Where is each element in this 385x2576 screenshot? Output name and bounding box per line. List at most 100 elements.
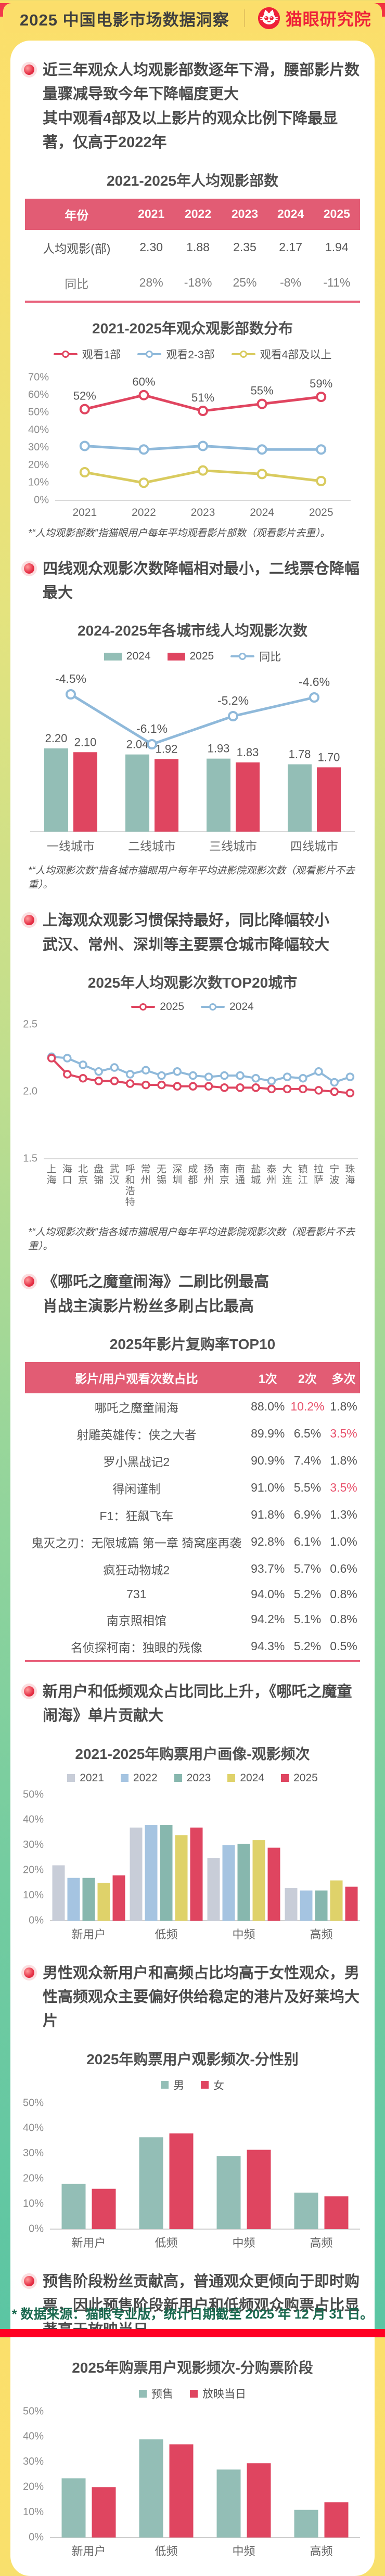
chart-legend: 2025 2024: [10, 1001, 375, 1013]
bullet-text: 《哪吒之魔童闹海》二刷比例最高 肖战主演影片粉丝多刷占比最高: [43, 1270, 269, 1318]
svg-text:1.92: 1.92: [156, 743, 178, 756]
svg-text:新用户: 新用户: [71, 2545, 106, 2558]
bullet-dot-icon: [24, 1276, 34, 1287]
legend-label: 预售: [151, 2388, 173, 2401]
chart-footnote: *“人均观影部数”指猫眼用户每年平均观看影片部数（观看影片去重）。: [28, 527, 330, 539]
svg-text:宁波: 宁波: [329, 1163, 339, 1186]
insight-bullet-2: 四线观众观影次数降幅相对最小，二线票仓降幅最大: [10, 557, 375, 605]
table-title: 2025年影片复购率TOP10: [109, 1336, 276, 1352]
legend-label: 2024: [126, 650, 151, 663]
svg-text:2022: 2022: [132, 507, 156, 519]
table-header-row: 影片/用户观看次数占比 1次 2次 多次: [25, 1362, 360, 1393]
legend-item: 男: [161, 2077, 184, 2093]
bullet-line: 上海观众观影习惯保持最好，同比降幅较小: [43, 912, 330, 929]
top20-cities-line-chart: 1.5 2.0 2.5 上海海口北京盘锦武汉呼和浩特常州无锡深圳成都扬州南京南通盐城泰…: [23, 1018, 358, 1208]
legend-item: 观看4部及以上: [231, 346, 331, 362]
svg-text:2024: 2024: [250, 507, 274, 519]
svg-text:南京: 南京: [220, 1163, 229, 1186]
svg-text:60%: 60%: [28, 389, 49, 400]
svg-text:50%: 50%: [23, 1789, 44, 1800]
svg-text:-4.5%: -4.5%: [55, 672, 86, 685]
table-row: 得闲谨制 91.0% 5.5% 3.5%: [112, 1481, 357, 1496]
svg-text:50%: 50%: [23, 2405, 44, 2417]
table-row: 哪吒之魔童闹海 88.0% 10.2% 1.8%: [94, 1400, 357, 1415]
bottom-accent-strip: [0, 2329, 385, 2337]
bullet-line: 其中观看4部及以上影片的观众比例下降最显著，仅高于2022年: [43, 110, 338, 151]
svg-text:52%: 52%: [73, 389, 96, 402]
svg-text:二线城市: 二线城市: [128, 839, 176, 853]
svg-text:55%: 55%: [251, 384, 274, 397]
legend-item: 观看2-3部: [137, 346, 215, 362]
svg-text:高频: 高频: [310, 2545, 332, 2558]
svg-text:北京: 北京: [78, 1163, 88, 1186]
svg-text:0%: 0%: [29, 2223, 44, 2234]
svg-text:0%: 0%: [29, 1914, 44, 1926]
svg-text:10%: 10%: [23, 1889, 44, 1901]
legend-item: 2024: [104, 650, 151, 663]
legend-label: 2021: [80, 1771, 104, 1784]
gender-bar-chart: 0% 10% 20% 30% 40% 50% 新用户 低频 中频 高频: [23, 2097, 360, 2249]
legend-swatch-icon: [161, 2081, 169, 2089]
svg-text:无锡: 无锡: [157, 1164, 166, 1186]
svg-text:59%: 59%: [310, 377, 332, 390]
svg-text:2.0: 2.0: [23, 1085, 37, 1097]
data-source-note: * 数据来源：猫眼专业版，统计日期截至 2025 年 12 月 31 日。: [11, 2307, 374, 2322]
chart-footnote: *“人均观影次数”指各城市猫眼用户每年平均进影院观影次数（观看影片不去重）。: [28, 865, 355, 891]
repurchase-table: 影片/用户观看次数占比 1次 2次 多次 哪吒之魔童闹海 88.0% 10.2% 1.8% 射雕…: [25, 1362, 360, 1662]
legend-swatch-icon: [281, 1774, 289, 1782]
svg-text:10%: 10%: [28, 476, 49, 488]
svg-text:2025: 2025: [309, 507, 333, 519]
insight-bullet-4: 《哪吒之魔童闹海》二刷比例最高 肖战主演影片粉丝多刷占比最高: [10, 1270, 375, 1318]
svg-text:南通: 南通: [235, 1163, 245, 1186]
svg-text:呼和浩特: 呼和浩特: [125, 1163, 135, 1208]
bullet-text: 新用户和低频观众占比同比上升，《哪吒之魔童闹海》单片贡献大: [43, 1680, 361, 1728]
content-card: 近三年观众人均观影部数逐年下滑，腰部影片数量骤减导致今年下降幅度更大 其中观看4…: [10, 41, 375, 2576]
bullet-dot-icon: [24, 915, 34, 926]
table-row: 疯狂动物城2 93.7% 5.7% 0.6%: [103, 1562, 357, 1577]
svg-text:2023: 2023: [191, 507, 215, 519]
table-title: 2021-2025年人均观影部数: [107, 172, 278, 189]
svg-text:盘锦: 盘锦: [94, 1163, 104, 1186]
legend-label: 观看1部: [82, 348, 121, 361]
svg-text:低频: 低频: [155, 2236, 177, 2249]
legend-item: 观看1部: [53, 346, 121, 362]
bullet-dot-icon: [24, 2275, 34, 2286]
svg-text:高频: 高频: [310, 1928, 332, 1941]
bullet-line: 《哪吒之魔童闹海》二刷比例最高: [43, 1274, 270, 1291]
chart-footnote: *“人均观影次数”指各城市猫眼用户每年平均进影院观影次数（观看影片不去重）。: [28, 1227, 355, 1252]
chart-title: 2021-2025年购票用户画像-观影频次: [75, 1745, 310, 1762]
brand: 猫眼研究院: [258, 6, 371, 30]
brand-name: 猫眼研究院: [285, 10, 371, 29]
svg-text:中频: 中频: [232, 2236, 255, 2249]
table-header-row: 年份 2021 2022 2023 2024 2025: [25, 198, 360, 230]
svg-text:-5.2%: -5.2%: [217, 694, 249, 707]
svg-text:珠海: 珠海: [345, 1163, 355, 1186]
legend-swatch-icon: [230, 653, 255, 661]
table-row: 鬼灭之刃：无限城篇 第一章 猗窝座再袭 92.8% 6.1% 1.0%: [31, 1535, 357, 1550]
chart-title: 2025年购票用户观影频次-分性别: [86, 2051, 299, 2067]
films-distribution-chart-block: 2021-2025年观众观影部数分布 观看1部 观看2-3部 观看4部及以上 0% 1…: [10, 317, 375, 539]
legend-swatch-icon: [227, 1774, 236, 1782]
svg-text:2.20: 2.20: [45, 732, 68, 745]
svg-text:20%: 20%: [23, 2481, 44, 2493]
svg-text:20%: 20%: [23, 1864, 44, 1875]
legend-swatch-icon: [201, 1003, 225, 1011]
svg-text:低频: 低频: [155, 1928, 177, 1941]
svg-text:10%: 10%: [23, 2506, 44, 2518]
table-row: 同比 28% -18% 25% -8% -11%: [25, 265, 360, 303]
bullet-line: 男性观众新用户和高频占比均高于女性观众，男性高频观众主要偏好供给稳定的港片及好莱…: [43, 1964, 360, 2030]
svg-text:40%: 40%: [23, 1814, 44, 1825]
legend-item: 预售: [139, 2386, 173, 2401]
legend-swatch-icon: [190, 2389, 198, 2398]
legend-item: 2023: [174, 1772, 211, 1784]
legend-swatch-icon: [104, 652, 122, 661]
repurchase-table-block: 2025年影片复购率TOP10 影片/用户观看次数占比 1次 2次 多次哪吒之魔童闹海…: [10, 1333, 375, 1662]
legend-label: 2024: [229, 1001, 254, 1013]
svg-text:泰州: 泰州: [266, 1163, 276, 1186]
city-tier-combo-chart: 2.20 2.04 1.93 1.782.101.92 1.83 1.70-4.5%-6.…: [30, 672, 355, 853]
chart-title: 2025年购票用户观影频次-分购票阶段: [72, 2360, 313, 2376]
legend-label: 2025: [189, 650, 214, 663]
svg-text:中频: 中频: [232, 2545, 255, 2558]
chart-legend: 2021 2022 2023 2024 2025: [10, 1772, 375, 1784]
legend-item: 2025: [131, 1001, 184, 1013]
